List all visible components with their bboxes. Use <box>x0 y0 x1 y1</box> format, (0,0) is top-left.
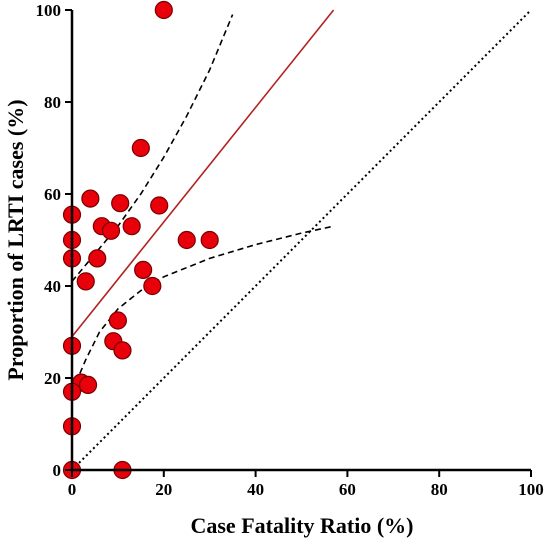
confidence-band-lower <box>71 225 334 393</box>
axes <box>70 10 531 472</box>
data-point <box>200 230 219 250</box>
y-tick-label: 20 <box>44 369 61 388</box>
data-point <box>88 249 107 268</box>
x-axis-title: Case Fatality Ratio (%) <box>190 513 413 538</box>
x-tick-label: 100 <box>518 480 544 499</box>
y-ticks: 0 20 40 60 80 100 <box>36 1 72 480</box>
data-point <box>154 0 173 20</box>
x-ticks: 0 20 40 60 80 100 <box>68 470 544 499</box>
data-point <box>134 260 153 279</box>
data-point <box>108 311 128 330</box>
y-tick-label: 100 <box>36 1 62 20</box>
data-point <box>111 194 130 213</box>
x-tick-label: 20 <box>155 480 172 499</box>
y-tick-label: 60 <box>44 185 61 204</box>
y-tick-label: 80 <box>44 93 61 112</box>
y-tick-label: 40 <box>44 277 61 296</box>
regression-line <box>71 9 335 338</box>
x-tick-label: 60 <box>339 480 356 499</box>
data-point <box>101 221 121 240</box>
y-axis-title: Proportion of LRTI cases (%) <box>3 99 28 380</box>
data-point <box>177 230 196 250</box>
data-point <box>150 196 169 215</box>
confidence-band-upper <box>71 14 234 282</box>
identity-line <box>71 9 532 471</box>
data-point <box>76 272 95 291</box>
data-points <box>62 0 219 480</box>
data-point <box>113 341 132 360</box>
data-point <box>81 189 100 208</box>
x-tick-label: 0 <box>68 480 77 499</box>
plot-lines <box>71 9 532 471</box>
y-tick-label: 0 <box>53 461 62 480</box>
data-point <box>143 276 162 296</box>
data-point <box>122 217 141 236</box>
x-tick-label: 40 <box>247 480 264 499</box>
data-point <box>78 375 98 394</box>
data-point <box>131 138 150 158</box>
x-tick-label: 80 <box>431 480 448 499</box>
